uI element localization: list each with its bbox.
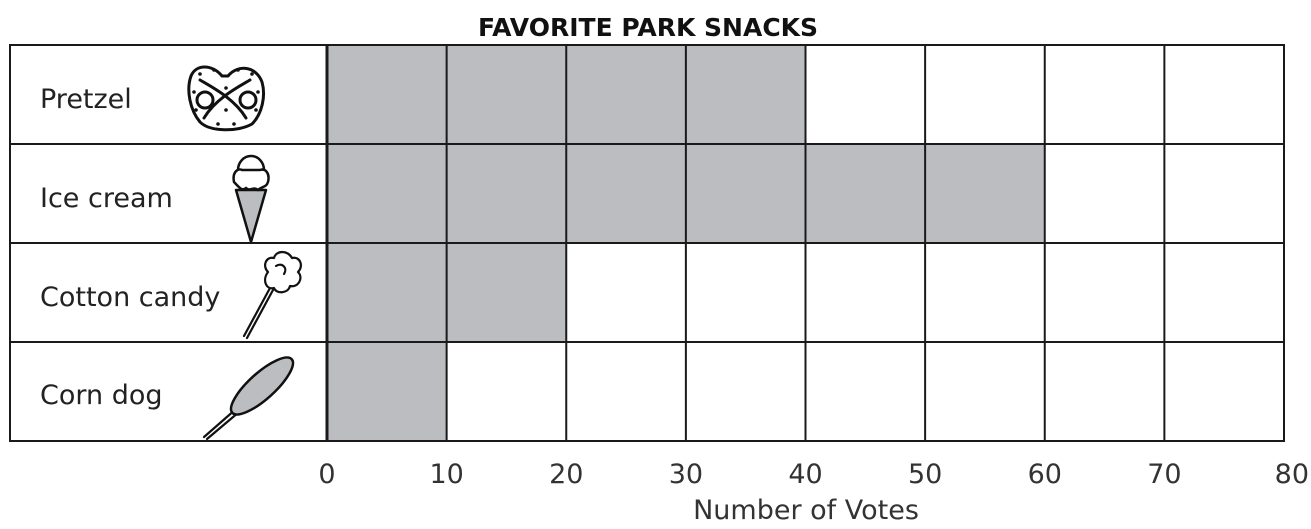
pretzel-icon (187, 65, 266, 132)
x-tick-labels: 0 10 20 30 40 50 60 70 80 (318, 459, 1309, 490)
x-tick-label-50: 50 (908, 459, 942, 490)
x-tick-label-30: 30 (669, 459, 703, 490)
x-tick-label-60: 60 (1028, 459, 1062, 490)
bar-corn-dog (327, 342, 447, 441)
x-tick-label-10: 10 (429, 459, 463, 490)
category-label-cotton-candy: Cotton candy (40, 282, 220, 313)
x-tick-label-0: 0 (318, 459, 335, 490)
x-axis-label: Number of Votes (693, 495, 919, 526)
x-tick-label-80: 80 (1275, 459, 1309, 490)
x-tick-label-70: 70 (1147, 459, 1181, 490)
grid-lines (9, 44, 1285, 442)
cotton-candy-icon (242, 250, 302, 340)
corn-dog-icon (202, 356, 295, 441)
category-label-corn-dog: Corn dog (40, 380, 163, 411)
category-label-ice-cream: Ice cream (40, 183, 173, 214)
x-tick-label-20: 20 (549, 459, 583, 490)
ice-cream-cone-icon (232, 154, 270, 244)
x-tick-label-40: 40 (788, 459, 822, 490)
chart-title: FAVORITE PARK SNACKS (478, 13, 818, 42)
category-label-pretzel: Pretzel (40, 84, 132, 115)
